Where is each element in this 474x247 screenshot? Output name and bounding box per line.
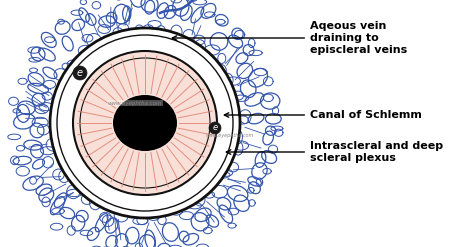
Text: Intrascleral and deep
scleral plexus: Intrascleral and deep scleral plexus (226, 141, 443, 163)
Circle shape (73, 51, 217, 195)
Text: e: e (212, 124, 218, 132)
Ellipse shape (113, 95, 177, 151)
Circle shape (50, 28, 240, 218)
Text: Canal of Schlemm: Canal of Schlemm (224, 110, 422, 120)
Circle shape (80, 58, 210, 188)
Circle shape (209, 122, 221, 134)
Text: www.eyephtha.com: www.eyephtha.com (108, 101, 162, 105)
Text: www.eyephtha.com: www.eyephtha.com (206, 133, 254, 139)
Circle shape (73, 66, 87, 80)
Circle shape (57, 35, 233, 211)
Text: Aqeous vein
draining to
episcleral veins: Aqeous vein draining to episcleral veins (173, 21, 407, 55)
Text: e: e (77, 68, 83, 78)
